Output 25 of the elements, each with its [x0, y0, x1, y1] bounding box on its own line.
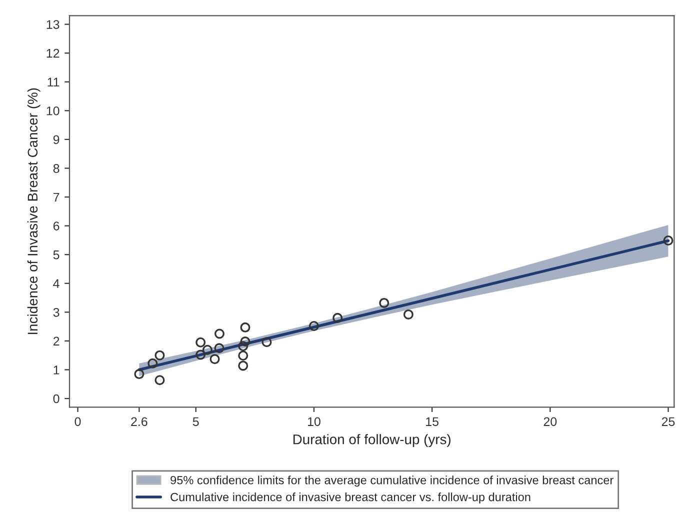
x-tick-label: 10 — [308, 417, 320, 426]
x-tick-label: 15 — [426, 417, 438, 426]
y-tick-label: 13 — [46, 20, 60, 29]
y-tick-label: 4 — [53, 279, 60, 288]
x-tick-label: 20 — [544, 417, 557, 426]
y-tick-label: 12 — [46, 48, 60, 58]
y-tick-label: 1 — [54, 366, 60, 374]
y-tick-label: 2 — [53, 336, 60, 346]
y-tick-label: 9 — [53, 135, 60, 144]
y-axis-title: Incidence of Invasive Breast Cancer (%) — [27, 88, 40, 334]
x-tick-label: 0 — [74, 417, 81, 426]
x-tick-label: 2.6 — [131, 417, 148, 426]
y-tick-label: 5 — [53, 250, 60, 260]
x-tick-label: 25 — [662, 417, 675, 426]
x-tick-label: 5 — [192, 417, 199, 426]
text: 95% confidence limits for the average cumulative incidence of invasive breast cancer — [170, 476, 614, 487]
y-tick-label: 8 — [53, 164, 60, 173]
y-tick-label: 10 — [46, 106, 60, 116]
y-tick-label: 11 — [48, 78, 60, 86]
x-axis-title: Duration of follow-up (yrs) — [293, 434, 450, 448]
legend-label: Cumulative incidence of invasive breast cancer vs. follow-up duration — [170, 492, 530, 504]
y-tick-label: 7 — [53, 192, 60, 202]
y-tick-label: 0 — [53, 394, 60, 404]
y-tick-label: 3 — [53, 308, 60, 317]
y-tick-label: 6 — [53, 222, 60, 230]
